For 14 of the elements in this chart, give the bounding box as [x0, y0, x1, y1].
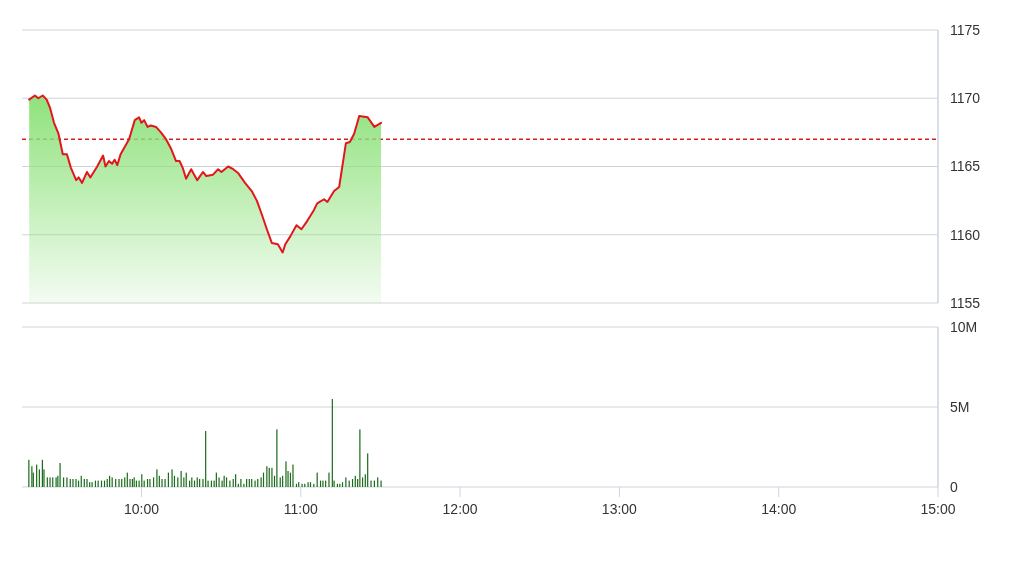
x-tick-label: 10:00	[123, 501, 160, 517]
x-tick-label: 13:00	[601, 501, 638, 517]
x-tick-label: 11:00	[283, 501, 318, 517]
y-tick-label: 1160	[950, 226, 981, 243]
y-tick-label: 10M	[950, 318, 978, 335]
y-tick-label: 1175	[950, 21, 981, 38]
y-tick-label: 1165	[950, 158, 981, 175]
y-tick-label: 0	[950, 478, 958, 495]
y-tick-label: 1155	[950, 294, 981, 311]
x-tick-label: 14:00	[761, 501, 797, 517]
x-tick-label: 12:00	[442, 501, 478, 517]
y-tick-label: 1170	[950, 90, 981, 107]
x-tick-label: 15:00	[920, 501, 956, 517]
y-tick-label: 5M	[950, 398, 970, 415]
